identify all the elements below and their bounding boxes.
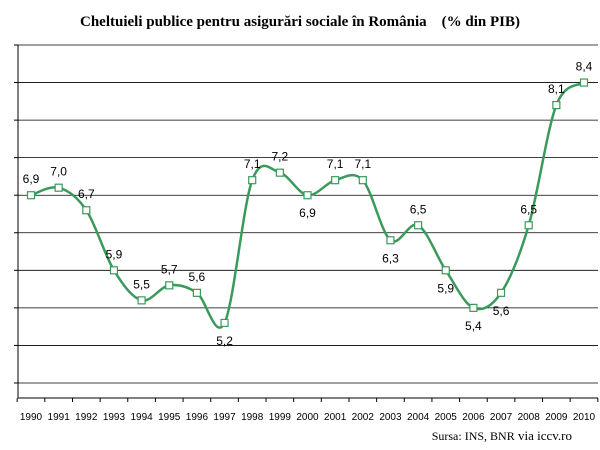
x-tick-label: 1998 bbox=[241, 412, 264, 423]
x-tick-label: 1996 bbox=[186, 412, 209, 423]
data-label: 5,9 bbox=[106, 247, 123, 261]
data-point bbox=[220, 318, 229, 327]
data-point bbox=[358, 176, 367, 185]
x-tick-labels: 1990 1991 1992 1993 1994 1995 1996 1997 1998 1999… bbox=[16, 398, 599, 423]
data-point bbox=[496, 288, 506, 297]
data-point bbox=[248, 176, 257, 185]
data-point bbox=[331, 176, 340, 185]
data-label: 7,1 bbox=[354, 157, 371, 171]
data-label: 5,7 bbox=[161, 262, 178, 276]
gridlines bbox=[14, 44, 598, 384]
x-tick-label: 2002 bbox=[352, 412, 375, 423]
data-point bbox=[414, 221, 423, 230]
data-label: 6,5 bbox=[520, 202, 537, 216]
data-point bbox=[82, 206, 91, 215]
data-label: 7,1 bbox=[327, 157, 344, 171]
x-tick-label: 2009 bbox=[545, 412, 568, 423]
data-label: 6,3 bbox=[382, 251, 399, 265]
data-label: 6,5 bbox=[410, 202, 427, 216]
data-point bbox=[552, 100, 561, 110]
x-tick-label: 1990 bbox=[20, 412, 43, 423]
data-label: 7,2 bbox=[272, 150, 289, 164]
data-point bbox=[54, 183, 63, 192]
data-label: 5,6 bbox=[189, 270, 206, 284]
x-tick-label: 2000 bbox=[296, 412, 319, 423]
x-tick-label: 2006 bbox=[462, 412, 485, 423]
data-label: 6,9 bbox=[299, 206, 316, 220]
data-point bbox=[579, 78, 589, 87]
data-point bbox=[192, 288, 201, 297]
source-text: Sursa: INS, BNR bbox=[431, 429, 515, 443]
x-tick-label: 2001 bbox=[324, 412, 347, 423]
data-point bbox=[441, 266, 450, 275]
x-tick-label: 1991 bbox=[48, 412, 71, 423]
data-point bbox=[303, 191, 312, 200]
data-label: 8,4 bbox=[576, 60, 593, 74]
data-label: 8,1 bbox=[548, 82, 565, 96]
data-point bbox=[26, 191, 36, 200]
x-tick-label: 2008 bbox=[518, 412, 541, 423]
chart-title: Cheltuieli publice pentru asigurări soci… bbox=[79, 14, 521, 30]
x-tick-label: 1994 bbox=[130, 412, 153, 423]
x-tick-label: 1995 bbox=[158, 412, 181, 423]
data-label: 7,1 bbox=[244, 157, 261, 171]
data-point bbox=[165, 281, 174, 290]
x-tick-label: 1992 bbox=[75, 412, 98, 423]
data-point bbox=[469, 303, 478, 312]
data-markers bbox=[26, 78, 589, 327]
data-point bbox=[137, 296, 146, 305]
x-tick-label: 2004 bbox=[407, 412, 430, 423]
x-tick-label: 2010 bbox=[573, 412, 596, 423]
source-via: via iccv.ro bbox=[517, 428, 572, 443]
data-point bbox=[524, 221, 533, 230]
data-label: 5,5 bbox=[133, 277, 150, 291]
x-tick-label: 1999 bbox=[269, 412, 292, 423]
data-label: 5,2 bbox=[216, 334, 233, 348]
x-tick-label: 1993 bbox=[103, 412, 126, 423]
data-label: 5,9 bbox=[437, 281, 454, 295]
data-label: 5,4 bbox=[465, 319, 482, 333]
data-point bbox=[109, 266, 119, 275]
x-tick-label: 2005 bbox=[435, 412, 458, 423]
data-label: 6,9 bbox=[23, 172, 40, 186]
x-tick-label: 2003 bbox=[379, 412, 402, 423]
data-labels: 6,9 7,0 6,7 5,9 5,5 5,7 5,6 5,2 7,1 7,2 6,9 7,1 7,1 6… bbox=[23, 60, 593, 348]
x-tick-label: 2007 bbox=[490, 412, 513, 423]
data-point bbox=[386, 236, 395, 245]
data-label: 7,0 bbox=[50, 165, 67, 179]
data-label: 5,6 bbox=[493, 304, 510, 318]
source-note: Sursa: INS, BNR via iccv.ro bbox=[432, 428, 572, 444]
x-tick-label: 1997 bbox=[213, 412, 236, 423]
data-point bbox=[275, 168, 284, 177]
data-label: 6,7 bbox=[78, 187, 95, 201]
